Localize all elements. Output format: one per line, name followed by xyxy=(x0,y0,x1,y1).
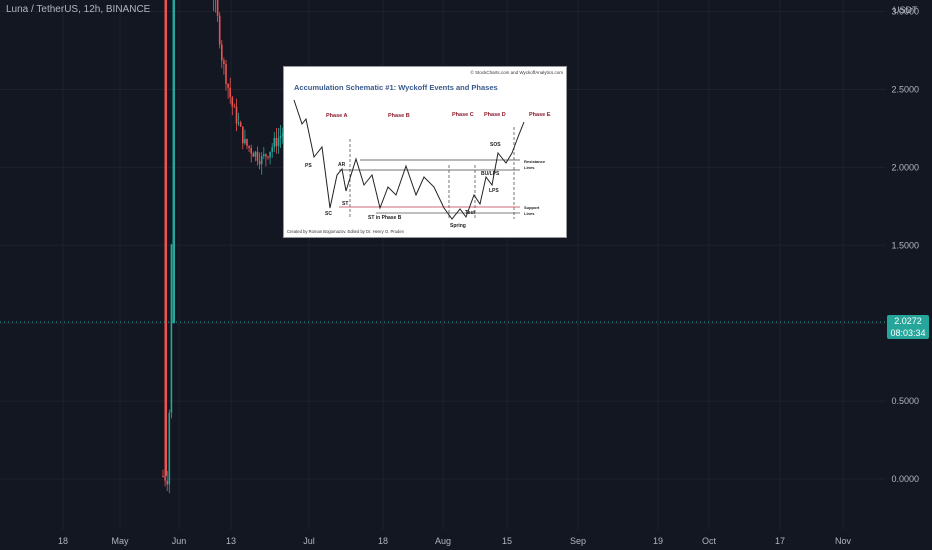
candle-body xyxy=(271,147,273,152)
candle-body xyxy=(260,155,263,165)
x-tick-label: Nov xyxy=(835,536,852,546)
inset-title: Accumulation Schematic #1: Wyckoff Event… xyxy=(294,83,498,92)
candle-body xyxy=(221,44,223,61)
candle-body xyxy=(281,133,284,136)
candle-body xyxy=(258,160,261,165)
candle-body xyxy=(279,135,282,139)
event-st: ST xyxy=(342,201,348,207)
x-tick-label: 18 xyxy=(58,536,68,546)
candle-body xyxy=(239,122,242,127)
y-tick-label: 0.5000 xyxy=(891,396,919,406)
spike-candle xyxy=(172,0,175,324)
candle-body xyxy=(233,106,236,108)
support-label: Support xyxy=(524,205,540,210)
event-bu-lps: BU/LPS xyxy=(481,171,500,177)
candle-body xyxy=(263,154,265,156)
symbol-title: Luna / TetherUS, 12h, BINANCE xyxy=(6,4,151,15)
phase-c-label: Phase C xyxy=(452,112,474,118)
y-axis: 5.50005.00004.50004.00003.50003.00002.50… xyxy=(891,5,919,484)
candle-body xyxy=(246,139,248,146)
event-lps: LPS xyxy=(489,188,499,194)
x-tick-label: 19 xyxy=(653,536,663,546)
resistance-label: Resistance xyxy=(524,159,546,164)
x-tick-label: Sep xyxy=(570,536,586,546)
candle-body xyxy=(252,153,255,157)
candle-body xyxy=(244,139,246,144)
candle-body xyxy=(237,122,240,124)
candle-body xyxy=(223,60,225,64)
candle-body xyxy=(229,87,231,98)
y-tick-label: 0.0000 xyxy=(891,474,919,484)
currency-label: USDT xyxy=(893,5,918,15)
event-spring: Spring xyxy=(450,223,466,229)
last-price-value: 2.0272 xyxy=(894,316,922,326)
candle-body xyxy=(242,126,244,144)
candle-body xyxy=(267,156,269,158)
candle-body xyxy=(275,137,278,147)
candle-body xyxy=(256,151,259,161)
wyckoff-schematic-image: © StockCharts.com and WyckoffAnalytics.c… xyxy=(283,66,567,238)
x-tick-label: May xyxy=(111,536,129,546)
event-sc: SC xyxy=(325,211,332,217)
candle-body xyxy=(248,145,250,148)
candle-body xyxy=(273,137,276,148)
candle-body xyxy=(254,151,257,157)
phase-b-label: Phase B xyxy=(388,113,410,119)
candle-body xyxy=(164,476,166,481)
candle-body xyxy=(265,154,267,157)
inset-credit: Created by Roman Bogomazov. Edited by Dr… xyxy=(287,229,405,234)
event-st-phase-b: ST in Phase B xyxy=(368,215,402,221)
y-tick-label: 2.5000 xyxy=(891,85,919,95)
support-label-2: Lines xyxy=(524,211,535,216)
x-tick-label: 17 xyxy=(775,536,785,546)
candle-body xyxy=(235,106,238,124)
event-test: Test xyxy=(465,210,475,216)
x-tick-label: Aug xyxy=(435,536,451,546)
candle-body xyxy=(250,147,252,154)
y-tick-label: 2.0000 xyxy=(891,162,919,172)
candle-body xyxy=(227,83,229,88)
x-tick-label: Jun xyxy=(172,536,187,546)
event-ps: PS xyxy=(305,163,312,169)
spike-candle xyxy=(164,0,167,476)
candle-body xyxy=(218,15,221,45)
candle-body xyxy=(162,475,164,477)
resistance-label-2: Lines xyxy=(524,165,535,170)
x-tick-label: Oct xyxy=(702,536,717,546)
event-ar: AR xyxy=(338,162,346,168)
phase-a-label: Phase A xyxy=(326,113,348,119)
inset-copyright: © StockCharts.com and WyckoffAnalytics.c… xyxy=(471,69,564,75)
candle-body xyxy=(168,412,171,485)
phase-e-label: Phase E xyxy=(529,112,551,118)
y-tick-label: 3.0000 xyxy=(891,7,919,17)
wyckoff-schematic: © StockCharts.com and WyckoffAnalytics.c… xyxy=(287,69,564,234)
x-tick-label: 15 xyxy=(502,536,512,546)
candle-body xyxy=(277,138,280,147)
x-axis: 18 May Jun 13 Jul 18 Aug 15 Sep 19 Oct 17 Nov xyxy=(58,536,852,546)
candle-body xyxy=(225,63,227,84)
event-sos: SOS xyxy=(490,142,501,148)
candle-body xyxy=(269,151,271,158)
x-tick-label: 13 xyxy=(226,536,236,546)
candle-body xyxy=(231,97,234,107)
x-tick-label: 18 xyxy=(378,536,388,546)
phase-d-label: Phase D xyxy=(484,112,506,118)
candle-body xyxy=(170,244,173,413)
y-tick-label: 1.5000 xyxy=(891,240,919,250)
candle-body xyxy=(216,0,219,16)
x-tick-label: Jul xyxy=(303,536,315,546)
last-price-tag: 2.0272 08:03:34 xyxy=(887,315,929,339)
schematic-price-path xyxy=(293,99,525,220)
candle-countdown: 08:03:34 xyxy=(890,328,926,338)
candle-body xyxy=(166,480,168,485)
